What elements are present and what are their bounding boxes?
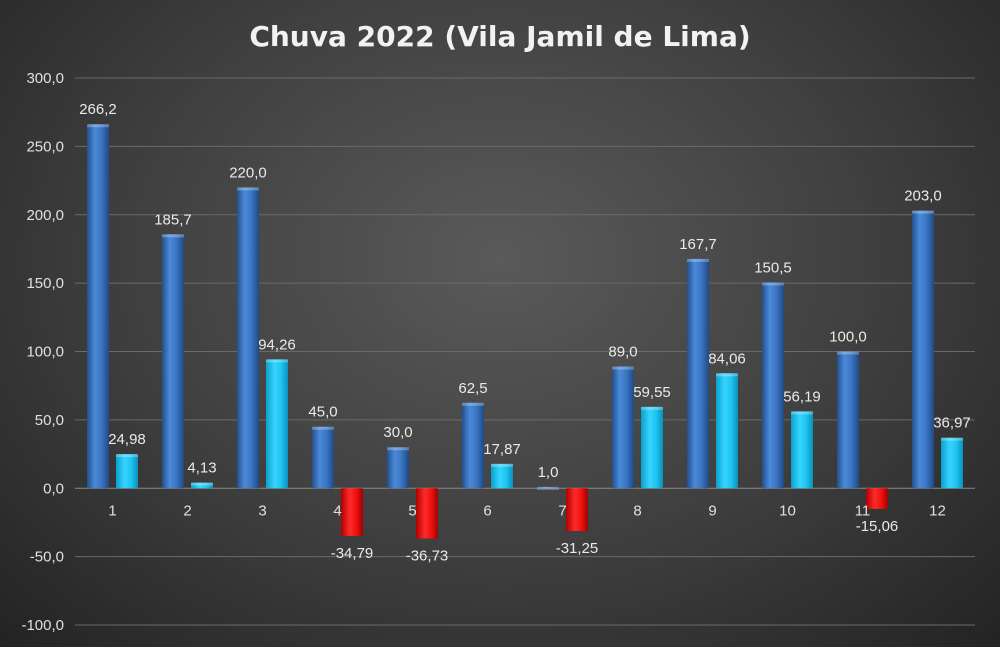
data-label: -34,79 [331,545,374,562]
data-label: 220,0 [229,164,267,181]
x-tick-label: 11 [855,502,871,519]
bar-cap [462,402,484,406]
bar-series1 [237,187,259,489]
data-label: 56,19 [783,388,821,405]
y-tick-label: -100,0 [21,617,64,634]
x-tick-label: 2 [183,502,191,519]
bar-series2 [866,488,888,509]
data-label: 36,97 [933,415,971,432]
bar-series1 [762,282,784,489]
data-label: -15,06 [856,518,899,535]
y-tick-label: 250,0 [26,138,64,155]
bar-cap [116,454,138,458]
x-tick-label: 10 [779,502,796,519]
y-tick-label: -50,0 [30,549,64,566]
x-tick-label: 6 [483,502,491,519]
bar-series1 [87,124,109,489]
y-tick-label: 200,0 [26,207,64,224]
bar-series2 [191,482,213,489]
grid-layer: 300,0 250,0 200,0 150,0 100,0 50,0 0,0 -50,0 -10… [21,70,975,634]
bars-layer [87,124,963,539]
bar-cap [687,258,709,262]
data-label: 1,0 [538,464,559,481]
bar-series2 [941,437,963,489]
data-label: 4,13 [187,460,216,477]
data-label: 94,26 [258,336,296,353]
data-label: 150,5 [754,259,792,276]
bar-series1 [537,486,559,489]
y-tick-label: 150,0 [26,275,64,292]
bar-series2 [791,411,813,489]
bar-series1 [912,210,934,489]
bar-cap [941,437,963,441]
data-label: 167,7 [679,236,717,253]
y-tick-label: 50,0 [35,412,64,429]
bar-cap [537,486,559,490]
data-label: 30,0 [383,424,412,441]
bar-cap [387,447,409,451]
bar-cap [491,463,513,467]
x-tick-label: 8 [633,502,641,519]
data-label: -31,25 [556,540,599,557]
bar-cap [312,426,334,430]
y-tick-label: 100,0 [26,344,64,361]
data-label: 100,0 [829,329,867,346]
bar-cap [191,482,213,486]
data-label: 89,0 [608,344,637,361]
bar-series2 [491,463,513,489]
data-label: 266,2 [79,101,117,118]
bar-series2 [716,373,738,489]
data-label: 185,7 [154,211,192,228]
data-label: 17,87 [483,441,521,458]
bar-series1 [162,234,184,489]
data-label: 62,5 [458,380,487,397]
bar-series1 [387,447,409,489]
data-label: 45,0 [308,404,337,421]
bar-cap [612,366,634,370]
bar-series2 [341,488,363,536]
bar-cap [87,124,109,128]
bar-series1 [837,351,859,489]
bar-cap [791,411,813,415]
data-label: 203,0 [904,188,942,205]
x-tick-label: 12 [929,502,946,519]
chart-title: Chuva 2022 (Vila Jamil de Lima) [249,20,750,53]
x-tick-label: 1 [108,502,116,519]
bar-series2 [641,406,663,489]
x-tick-label: 7 [558,502,566,519]
y-tick-label: 0,0 [43,480,64,497]
bar-series2 [266,359,288,489]
x-tick-label: 4 [333,502,341,519]
bar-series1 [312,426,334,489]
data-label: 59,55 [633,384,671,401]
bar-cap [237,187,259,191]
y-tick-label: 300,0 [26,70,64,87]
labels-layer: 1 266,2 24,98 2 185,7 4,13 3 220,0 94,26 4 45,0 -34… [79,101,971,564]
data-label: 84,06 [708,350,746,367]
bar-cap [641,406,663,410]
bar-cap [716,373,738,377]
x-tick-label: 5 [408,502,416,519]
bar-cap [162,234,184,238]
data-label: -36,73 [406,547,449,564]
bar-series2 [116,454,138,489]
bar-series1 [462,402,484,489]
bar-series2 [416,488,438,539]
bar-series2 [566,488,588,531]
data-label: 24,98 [108,431,146,448]
bar-cap [266,359,288,363]
bar-series1 [687,258,709,489]
x-tick-label: 9 [708,502,716,519]
bar-series1 [612,366,634,489]
x-tick-label: 3 [258,502,266,519]
bar-cap [762,282,784,286]
bar-cap [912,210,934,214]
bar-cap [837,351,859,355]
